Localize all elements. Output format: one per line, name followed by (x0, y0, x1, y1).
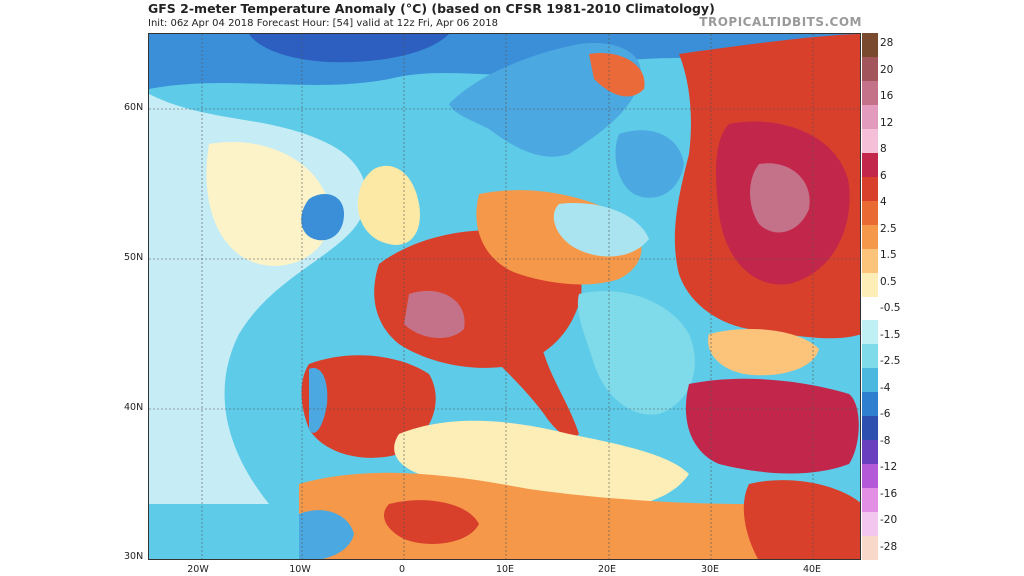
longitude-label: 40E (802, 564, 822, 575)
colorbar-segment (862, 368, 878, 393)
colorbar-segment (862, 56, 878, 82)
colorbar-label: 16 (880, 90, 894, 103)
colorbar-label: -16 (880, 487, 898, 500)
colorbar-label: -1.5 (880, 328, 901, 341)
colorbar-label: 20 (880, 63, 894, 76)
map-title: GFS 2-meter Temperature Anomaly (°C) (ba… (148, 1, 715, 16)
colorbar-segment (862, 296, 878, 321)
colorbar-label: -4 (880, 381, 891, 394)
latitude-label: 40N (124, 402, 144, 413)
colorbar-segment (862, 104, 878, 130)
colorbar-segment (862, 33, 878, 58)
colorbar-label: -2.5 (880, 355, 901, 368)
longitude-label: 10W (289, 564, 311, 575)
longitude-label: 0 (398, 564, 406, 575)
atlantic-warm-patch (206, 142, 331, 266)
colorbar-segment (862, 536, 878, 561)
northern-cold-core (249, 34, 449, 63)
colorbar-label: 2.5 (880, 222, 897, 235)
colorbar-segment (862, 272, 878, 297)
colorbar-segment (862, 224, 878, 250)
colorbar-label: 1.5 (880, 249, 897, 262)
mediterranean-mild (394, 420, 689, 508)
longitude-label: 30E (700, 564, 720, 575)
colorbar-label: -12 (880, 461, 898, 474)
baltic-cool-region (615, 130, 684, 198)
map-subtitle: Init: 06z Apr 04 2018 Forecast Hour: [54… (148, 18, 498, 29)
colorbar-segment (862, 416, 878, 441)
colorbar-label: -6 (880, 408, 891, 421)
colorbar-segment (862, 128, 878, 154)
site-brand: TROPICALTIDBITS.COM (699, 15, 862, 29)
colorbar-segment (862, 512, 878, 537)
colorbar-segment (862, 80, 878, 106)
colorbar-label: -20 (880, 514, 898, 527)
longitude-label: 20W (187, 564, 209, 575)
colorbar-segment (862, 344, 878, 369)
colorbar-label: 6 (880, 169, 887, 182)
finland-warm-patch (589, 53, 645, 97)
map-canvas (149, 34, 860, 559)
latitude-label: 30N (124, 551, 144, 562)
colorbar-segment (862, 152, 878, 178)
ireland (301, 194, 344, 241)
colorbar-label: 0.5 (880, 275, 897, 288)
balkans-cool-region (577, 290, 695, 415)
france-hot-core (404, 290, 465, 339)
black-sea-mild (708, 329, 819, 376)
colorbar-label: 12 (880, 116, 894, 129)
colorbar-label: -28 (880, 541, 898, 553)
colorbar-label: 28 (880, 37, 894, 49)
morocco-cool-patch (299, 510, 354, 559)
algeria-hot-patch (384, 500, 479, 544)
latitude-label: 60N (124, 102, 144, 113)
colorbar-segment (862, 488, 878, 513)
iberia-warm-region (301, 355, 436, 458)
temperature-anomaly-map (148, 33, 861, 560)
turkey-hot-region (685, 378, 859, 474)
longitude-label: 20E (597, 564, 617, 575)
graticule (149, 34, 860, 559)
longitude-label: 10E (495, 564, 515, 575)
great-britain (357, 165, 420, 245)
russia-very-hot-core (750, 163, 810, 233)
colorbar-label: -0.5 (880, 302, 901, 315)
colorbar-segment (862, 176, 878, 202)
colorbar-segment (862, 464, 878, 489)
middle-east-warm (743, 480, 860, 559)
colorbar-segment (862, 248, 878, 274)
colorbar-label: 8 (880, 143, 887, 156)
portugal-cool-coast (309, 368, 328, 433)
latitude-label: 50N (124, 252, 144, 263)
colorbar-segment (862, 200, 878, 226)
colorbar-label: 4 (880, 196, 887, 209)
colorbar-segment (862, 392, 878, 417)
temperature-colorbar (862, 33, 878, 561)
colorbar-segment (862, 440, 878, 465)
colorbar-segment (862, 320, 878, 345)
colorbar-label: -8 (880, 434, 891, 447)
poland-cool-patch (553, 203, 649, 257)
italy-warm-region (487, 330, 579, 438)
